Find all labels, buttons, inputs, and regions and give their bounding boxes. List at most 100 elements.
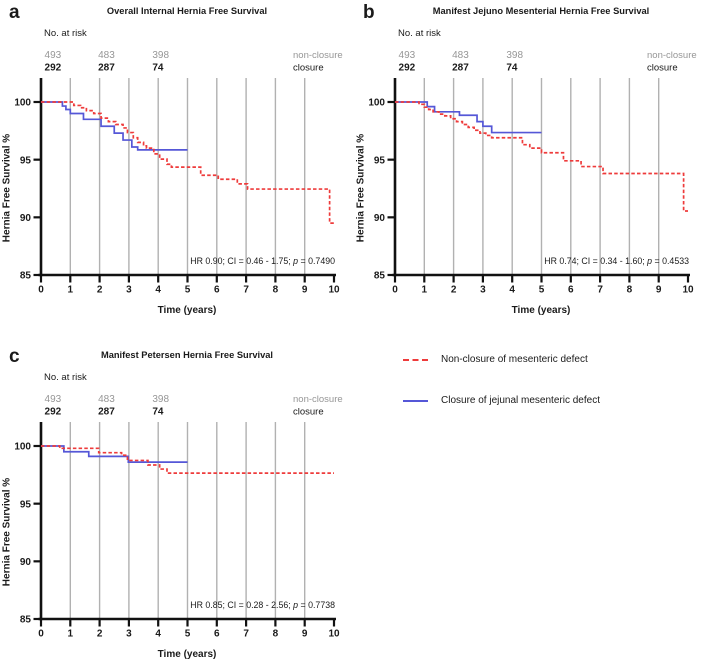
y-tick-label: 100 <box>368 98 385 109</box>
closure-curve <box>41 445 188 463</box>
panel-letter: a <box>9 2 20 23</box>
at-risk-value: 493 <box>45 394 62 405</box>
x-tick-label: 6 <box>214 285 220 296</box>
closure-curve <box>395 101 542 134</box>
x-tick-label: 3 <box>480 285 486 296</box>
legend-item-closure: Closure of jejunal mesenteric defect <box>354 391 708 411</box>
panel-a-chart: 85 90 95 100 0 1 2 3 4 5 6 7 8 9 10 a Overall Internal H… <box>2 2 343 316</box>
x-tick-label: 4 <box>509 285 515 296</box>
at-risk-value: 74 <box>152 407 164 418</box>
non-closure-line-sample-icon <box>403 359 428 361</box>
x-tick-label: 7 <box>243 285 249 296</box>
x-tick-label: 8 <box>273 629 279 640</box>
x-tick-label: 8 <box>273 285 279 296</box>
y-tick-label: 90 <box>374 213 386 224</box>
non-closure-curve <box>395 101 688 212</box>
hr-annotation: HR 0.85; CI = 0.28 - 2.56; p = 0.7738 <box>190 600 335 610</box>
y-tick-label: 90 <box>20 213 32 224</box>
x-tick-label: 5 <box>185 629 191 640</box>
at-risk-value: 74 <box>152 63 164 74</box>
at-risk-value: 287 <box>452 63 469 74</box>
at-risk-value: 398 <box>152 394 169 405</box>
at-risk-header: No. at risk <box>44 372 87 383</box>
at-risk-header: No. at risk <box>398 28 441 39</box>
at-risk-value: 483 <box>98 394 115 405</box>
at-risk-value: 483 <box>452 50 469 61</box>
x-tick-label: 7 <box>243 629 249 640</box>
at-risk-row-label: non-closure <box>293 50 343 61</box>
panel-title: Manifest Petersen Hernia Free Survival <box>101 350 273 360</box>
at-risk-value: 287 <box>98 63 115 74</box>
x-tick-label: 5 <box>539 285 545 296</box>
x-tick-label: 6 <box>214 629 220 640</box>
x-tick-label: 7 <box>597 285 603 296</box>
x-tick-label: 1 <box>68 285 74 296</box>
x-tick-label: 10 <box>328 629 340 640</box>
at-risk-value: 292 <box>45 407 62 418</box>
legend-label: Non-closure of mesenteric defect <box>441 354 588 365</box>
at-risk-row-label: closure <box>293 407 324 418</box>
x-tick-label: 9 <box>302 629 308 640</box>
panel-a: 85 90 95 100 0 1 2 3 4 5 6 7 8 9 10 a Overall Internal H… <box>0 0 354 322</box>
x-axis-title: Time (years) <box>158 305 217 316</box>
y-tick-label: 100 <box>14 442 31 453</box>
at-risk-row-label: non-closure <box>293 394 343 405</box>
panel-letter: b <box>363 2 375 23</box>
x-tick-label: 6 <box>568 285 574 296</box>
x-tick-label: 2 <box>97 285 103 296</box>
x-tick-label: 1 <box>422 285 428 296</box>
y-tick-label: 100 <box>14 98 31 109</box>
y-tick-label: 85 <box>374 271 386 282</box>
x-tick-label: 3 <box>126 629 132 640</box>
x-tick-label: 10 <box>682 285 694 296</box>
at-risk-value: 483 <box>98 50 115 61</box>
x-tick-label: 1 <box>68 629 74 640</box>
y-axis-title: Hernia Free Survival % <box>356 134 367 242</box>
at-risk-row-label: closure <box>647 63 678 74</box>
panel-b-chart: 85 90 95 100 0 1 2 3 4 5 6 7 8 9 10 b Manifest Jejuno Me… <box>356 2 697 316</box>
at-risk-value: 292 <box>399 63 416 74</box>
legend-label: Closure of jejunal mesenteric defect <box>441 395 600 406</box>
closure-curve <box>41 101 188 151</box>
at-risk-value: 493 <box>399 50 416 61</box>
x-tick-label: 0 <box>38 285 44 296</box>
at-risk-value: 493 <box>45 50 62 61</box>
x-tick-label: 2 <box>97 629 103 640</box>
panel-letter: c <box>9 346 20 367</box>
at-risk-row-label: closure <box>293 63 324 74</box>
y-tick-label: 95 <box>20 499 32 510</box>
x-tick-label: 4 <box>155 285 161 296</box>
y-tick-label: 85 <box>20 615 32 626</box>
at-risk-value: 74 <box>506 63 518 74</box>
x-tick-label: 0 <box>392 285 398 296</box>
legend-item-non-closure: Non-closure of mesenteric defect <box>354 350 708 370</box>
y-tick-label: 90 <box>20 557 32 568</box>
x-axis-title: Time (years) <box>158 649 217 660</box>
x-tick-label: 9 <box>656 285 662 296</box>
x-tick-label: 9 <box>302 285 308 296</box>
non-closure-curve <box>41 101 334 224</box>
at-risk-value: 398 <box>152 50 169 61</box>
panel-title: Manifest Jejuno Mesenterial Hernia Free … <box>433 6 650 16</box>
hr-annotation: HR 0.90; CI = 0.46 - 1.75; p = 0.7490 <box>190 256 335 266</box>
x-axis-title: Time (years) <box>512 305 571 316</box>
panel-b: 85 90 95 100 0 1 2 3 4 5 6 7 8 9 10 b Manifest Jejuno Me… <box>354 0 708 322</box>
non-closure-curve <box>41 445 334 474</box>
at-risk-value: 292 <box>45 63 62 74</box>
x-tick-label: 4 <box>155 629 161 640</box>
panel-c-chart: 85 90 95 100 0 1 2 3 4 5 6 7 8 9 10 c Manifest Petersen … <box>2 346 343 660</box>
y-tick-label: 95 <box>20 155 32 166</box>
x-tick-label: 8 <box>627 285 633 296</box>
y-axis-title: Hernia Free Survival % <box>2 478 13 586</box>
figure-legend: Non-closure of mesenteric defect Closure… <box>354 344 708 464</box>
at-risk-row-label: non-closure <box>647 50 697 61</box>
x-tick-label: 2 <box>451 285 457 296</box>
y-tick-label: 95 <box>374 155 386 166</box>
at-risk-value: 398 <box>506 50 523 61</box>
y-axis-title: Hernia Free Survival % <box>2 134 13 242</box>
y-tick-label: 85 <box>20 271 32 282</box>
hr-annotation: HR 0.74; CI = 0.34 - 1.60; p = 0.4533 <box>544 256 689 266</box>
x-tick-label: 0 <box>38 629 44 640</box>
x-tick-label: 5 <box>185 285 191 296</box>
closure-line-sample-icon <box>403 400 428 402</box>
